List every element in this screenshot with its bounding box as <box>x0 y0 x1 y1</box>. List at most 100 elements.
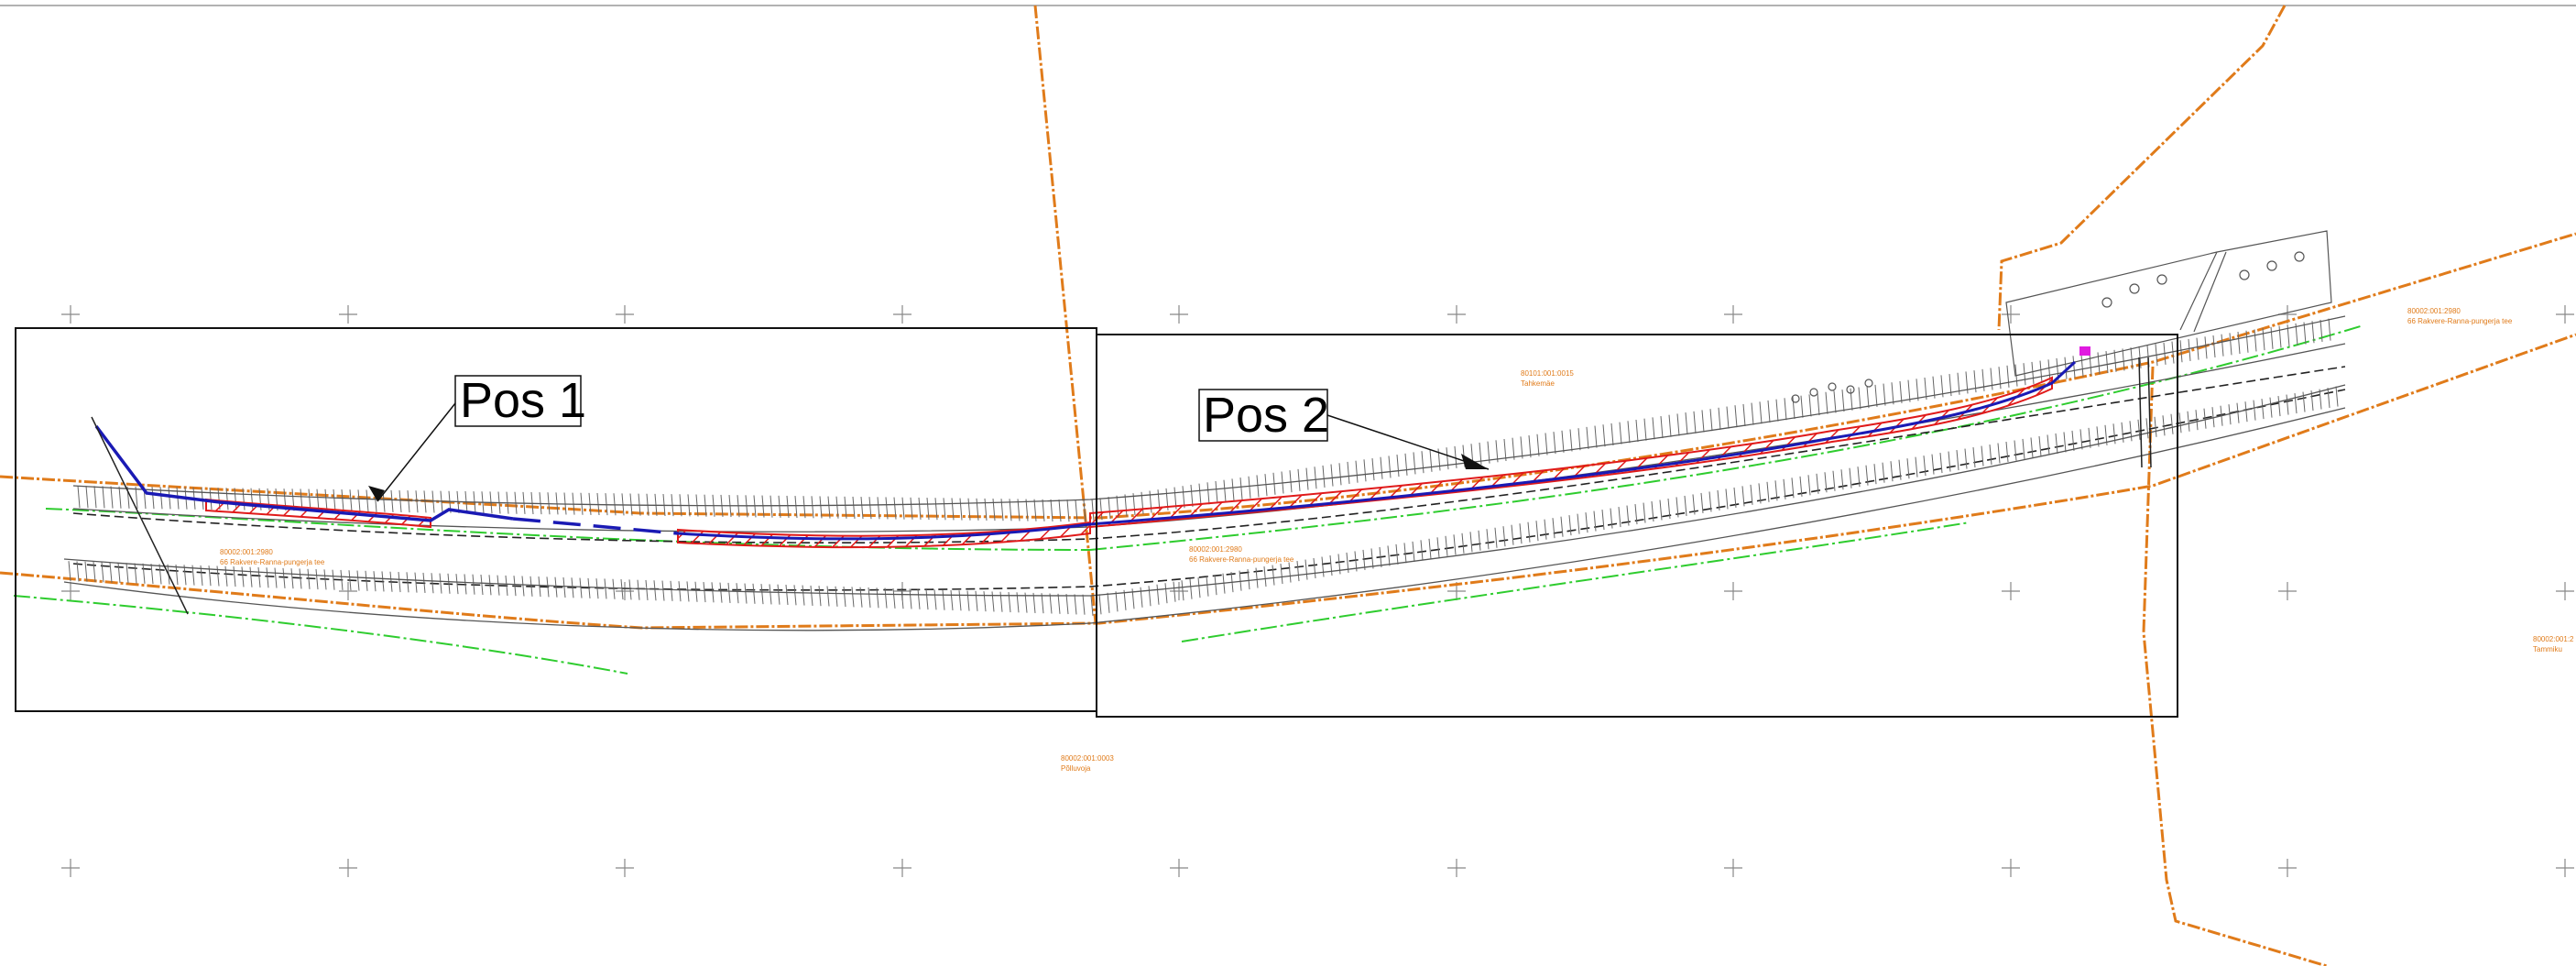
slope-tick <box>917 588 921 609</box>
slope-tick <box>1256 475 1260 498</box>
drain-line <box>94 424 514 522</box>
slope-tick <box>638 493 641 516</box>
slope-tick <box>1420 540 1424 561</box>
slope-tick <box>1535 521 1539 542</box>
slope-tick <box>571 577 574 598</box>
slope-tick <box>2137 419 2141 440</box>
slope-tick <box>1304 559 1308 580</box>
callout-pos1: Pos 1 <box>368 373 586 502</box>
slope-tick <box>2270 326 2274 349</box>
slope-tick <box>694 581 698 602</box>
slope-tick <box>1338 463 1342 486</box>
slope-tick <box>1214 575 1217 596</box>
slope-tick <box>390 489 394 512</box>
slope-tick <box>843 587 846 608</box>
slope-tick <box>134 563 137 584</box>
slope-tick <box>1494 527 1498 548</box>
slope-tick <box>2286 394 2289 415</box>
slope-tick <box>1758 483 1762 504</box>
slope-tick <box>1404 453 1408 476</box>
slope-tick <box>422 572 426 593</box>
slope-tick <box>93 486 97 509</box>
slope-tick <box>1759 401 1763 424</box>
slope-tick <box>2014 440 2017 461</box>
slope-tick <box>1469 532 1473 553</box>
slope-tick <box>934 498 938 521</box>
slope-tick <box>563 492 567 515</box>
slope-tick <box>1775 399 1779 422</box>
slope-tick <box>1330 464 1334 487</box>
slope-tick <box>282 567 286 588</box>
slope-tick <box>2129 421 2133 442</box>
slope-tick <box>1412 541 1415 562</box>
slope-tick <box>1898 459 1902 480</box>
slope-tick <box>2055 433 2058 454</box>
slope-tick <box>1428 538 1432 559</box>
slope-tick <box>1906 458 1910 479</box>
slope-tick <box>1865 465 1869 486</box>
slope-tick <box>1643 418 1647 441</box>
slope-tick <box>1948 451 1951 472</box>
slope-tick <box>1824 472 1828 493</box>
slope-tick <box>241 566 245 587</box>
slope-tick <box>439 573 442 594</box>
slope-tick <box>110 486 114 509</box>
slope-tick <box>1841 390 1845 412</box>
slope-tick <box>1634 503 1638 525</box>
slope-tick <box>2327 387 2330 409</box>
slope-tick <box>770 495 773 518</box>
slope-tick <box>868 587 871 609</box>
slope-tick <box>1708 491 1712 512</box>
slope-tick <box>1075 499 1078 522</box>
slope-tick <box>2071 430 2075 451</box>
slope-tick <box>431 573 434 594</box>
slope-tick <box>1239 570 1242 591</box>
slope-tick <box>2244 401 2248 423</box>
slope-tick <box>407 490 410 513</box>
slope-tick <box>497 575 500 596</box>
slope-tick <box>2072 356 2076 379</box>
slope-tick <box>109 562 113 583</box>
boundary-lower-road-edge <box>0 333 2576 630</box>
slope-tick <box>348 570 352 591</box>
slope-tick <box>588 492 592 515</box>
slope-tick <box>802 585 805 606</box>
slope-tick <box>1454 445 1457 468</box>
slope-tick <box>85 486 89 509</box>
slope-tick <box>1247 569 1250 590</box>
slope-tick <box>480 574 484 596</box>
slope-tick <box>777 584 780 605</box>
slope-tick <box>1725 488 1729 510</box>
slope-tick <box>827 496 831 519</box>
slope-tick <box>2237 332 2241 355</box>
slope-tick <box>513 576 517 597</box>
slope-tick <box>1049 593 1053 614</box>
slope-tick <box>1569 429 1573 452</box>
slope-tick <box>1741 486 1745 507</box>
callout-pos1-label: Pos 1 <box>460 373 586 428</box>
slope-tick <box>488 575 492 596</box>
slope-tick <box>373 571 377 592</box>
slope-tick <box>1610 508 1613 529</box>
slope-tick <box>1461 532 1465 554</box>
slope-tick <box>1660 416 1664 439</box>
slope-tick <box>381 571 385 592</box>
slope-tick <box>835 586 838 607</box>
frame-pos2 <box>1096 334 2178 718</box>
slope-tick <box>1916 379 1919 401</box>
slope-tick <box>1883 383 1886 406</box>
slope-tick <box>1577 513 1580 534</box>
slope-tick <box>976 498 979 521</box>
parcel-code: 80002:001:2980 <box>2407 307 2461 315</box>
slope-tick <box>628 579 632 600</box>
slope-tick <box>1206 576 1209 597</box>
slope-tick <box>1272 565 1275 586</box>
slope-tick <box>1585 512 1588 533</box>
slope-tick <box>307 568 311 589</box>
slope-tick <box>1446 447 1449 470</box>
slope-tick <box>844 496 847 519</box>
slope-tick <box>1321 556 1325 577</box>
slope-tick <box>1858 387 1861 410</box>
slope-tick <box>1090 595 1094 616</box>
slope-tick <box>2278 325 2282 348</box>
